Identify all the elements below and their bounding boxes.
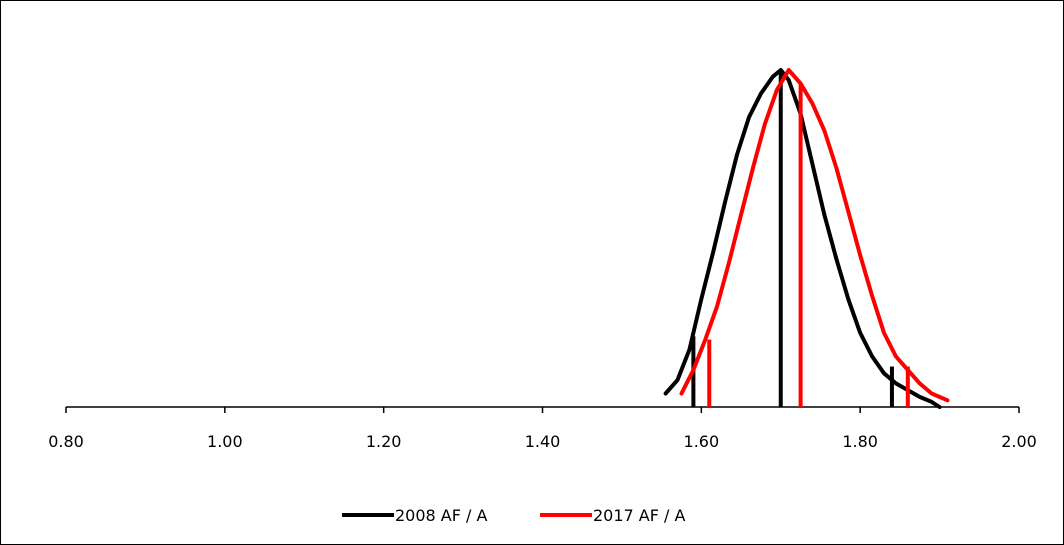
x-tick-label: 1.40 — [525, 432, 561, 451]
x-axis: 0.80 1.00 1.20 1.40 1.60 1.80 2.00 — [48, 406, 1037, 451]
legend: 2008 AF / A 2017 AF / A — [342, 506, 686, 525]
x-tick-label: 1.00 — [207, 432, 243, 451]
series-2 — [679, 68, 950, 407]
series-layer — [663, 68, 950, 409]
legend-entry: 2008 AF / A — [342, 506, 488, 525]
x-tick-label: 0.80 — [48, 432, 84, 451]
legend-label: 2008 AF / A — [395, 506, 488, 525]
x-tick-label: 1.80 — [842, 432, 878, 451]
series-line — [679, 68, 950, 403]
x-tick-label: 1.20 — [366, 432, 402, 451]
x-tick-label: 2.00 — [1001, 432, 1037, 451]
x-tick-label: 1.60 — [684, 432, 720, 451]
legend-entry: 2017 AF / A — [540, 506, 686, 525]
legend-label: 2017 AF / A — [593, 506, 686, 525]
